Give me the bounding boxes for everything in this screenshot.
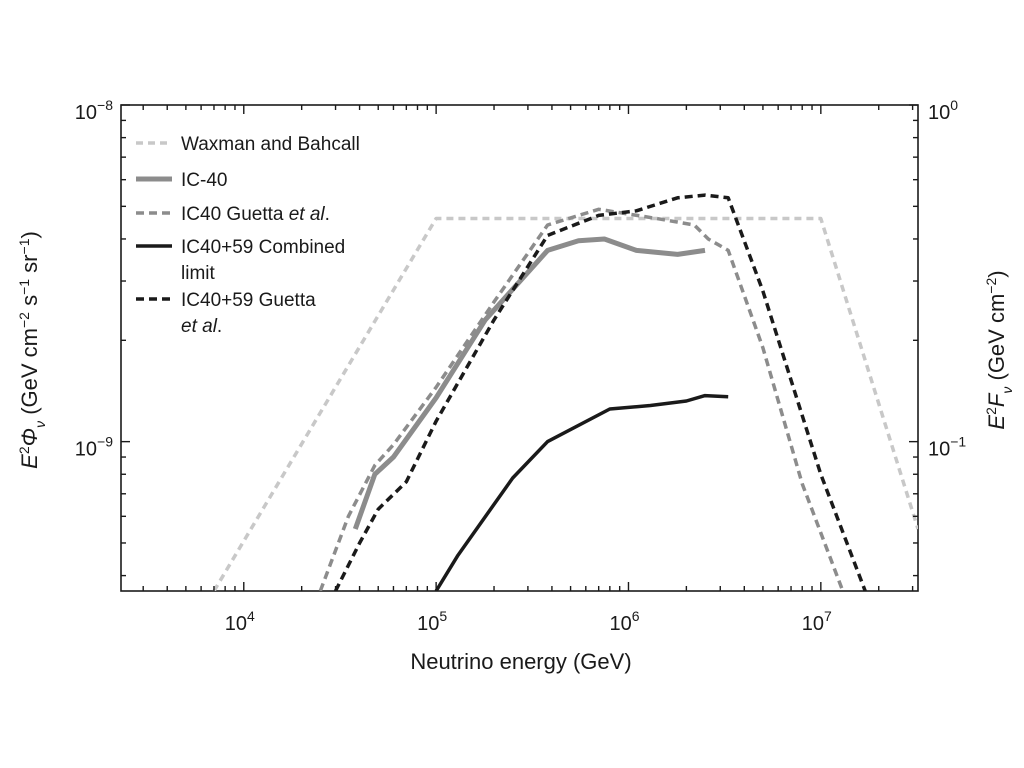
x-tick-label: 106 <box>609 608 639 635</box>
x-tick-label: 105 <box>417 608 447 635</box>
y-axis-left-title: E2Φν (GeV cm−2 s−1 sr−1) <box>16 231 48 469</box>
x-axis: 104 105 106 107 <box>142 105 914 635</box>
series-line-3 <box>318 207 845 591</box>
series-line-4 <box>434 393 729 591</box>
series-line-1 <box>212 216 918 591</box>
y-left-tick-label: 10−8 <box>75 97 113 124</box>
y-right-tick-label: 100 <box>928 97 958 124</box>
series-layer <box>212 193 918 591</box>
plot-frame <box>120 104 919 592</box>
y-left-tick-label: 10−9 <box>75 434 113 461</box>
legend-label-4: limit <box>181 263 215 284</box>
legend-label-2: IC-40 <box>181 170 227 191</box>
y-axis-right-title: E2Fν (GeV cm−2) <box>983 270 1015 429</box>
legend-label-4: IC40+59 Combined <box>181 237 345 258</box>
y-right-tick-label: 10−1 <box>928 434 966 461</box>
legend-label-5: IC40+59 Guetta <box>181 290 316 311</box>
x-axis-title: Neutrino energy (GeV) <box>410 649 631 674</box>
series-line-2 <box>352 236 706 530</box>
legend: Waxman and Bahcall IC-40 IC40 Guetta et al… <box>136 134 360 337</box>
legend-label-3: IC40 Guetta et al. <box>181 204 330 225</box>
x-tick-label: 104 <box>225 608 255 635</box>
x-tick-label: 107 <box>802 608 832 635</box>
y-axis-left: 10−9 10−8 <box>75 97 130 577</box>
legend-label-5: et al. <box>181 316 222 337</box>
legend-label-1: Waxman and Bahcall <box>181 134 360 155</box>
y-axis-right: 10−1 100 <box>909 97 966 577</box>
series-line-5 <box>333 193 867 591</box>
